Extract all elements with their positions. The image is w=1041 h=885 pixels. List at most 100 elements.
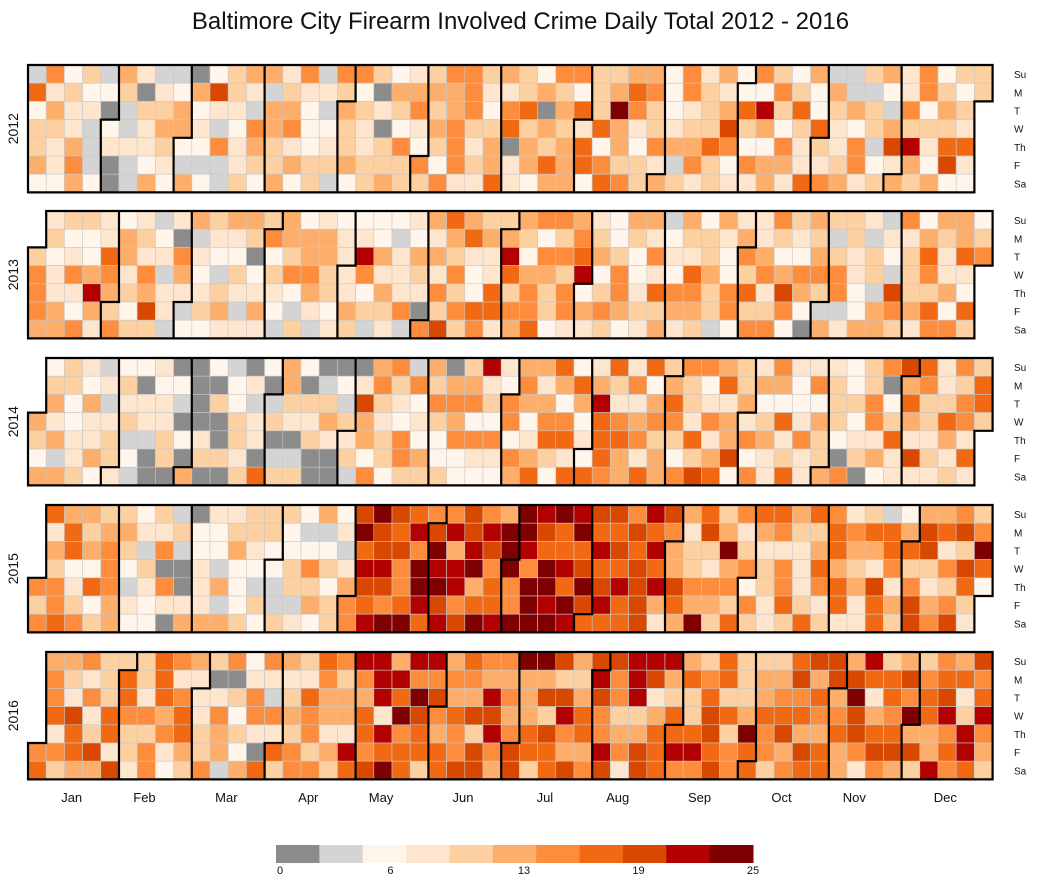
- day-cell: [337, 669, 356, 689]
- day-cell: [227, 595, 247, 615]
- day-cell: [173, 760, 193, 780]
- day-cell: [864, 504, 884, 524]
- day-cell: [191, 651, 211, 671]
- day-cell: [300, 742, 320, 762]
- day-cell: [737, 430, 757, 450]
- day-cell: [701, 82, 720, 102]
- day-cell: [573, 101, 593, 120]
- day-cell: [555, 210, 575, 230]
- day-cell: [173, 82, 193, 102]
- day-cell: [428, 64, 447, 84]
- day-cell: [45, 412, 65, 432]
- day-cell: [264, 669, 284, 689]
- day-cell: [864, 137, 884, 157]
- month-boundary-line: [336, 505, 357, 633]
- day-cell: [246, 651, 265, 671]
- day-cell: [27, 301, 47, 321]
- day-cell: [191, 155, 211, 175]
- day-cell: [27, 742, 47, 762]
- day-cell: [64, 101, 83, 120]
- legend-swatch: [319, 845, 364, 863]
- day-cell: [828, 559, 848, 579]
- day-cell: [500, 155, 520, 175]
- day-cell: [428, 430, 447, 450]
- day-cell: [64, 210, 83, 230]
- day-cell: [737, 742, 757, 762]
- day-cell: [337, 412, 356, 432]
- day-cell: [701, 613, 720, 633]
- day-cell: [246, 82, 265, 102]
- day-cell: [409, 595, 429, 615]
- day-cell: [864, 541, 884, 560]
- day-cell: [682, 137, 702, 157]
- day-cell: [792, 688, 811, 707]
- day-cell: [355, 247, 375, 266]
- day-cell: [264, 375, 284, 395]
- day-cell: [573, 448, 593, 468]
- day-cell: [937, 724, 957, 744]
- day-cell: [464, 228, 484, 248]
- month-boundary-line: [572, 65, 594, 193]
- day-cell: [64, 82, 83, 102]
- day-cell: [100, 448, 120, 468]
- day-cell: [446, 760, 466, 780]
- day-cell: [901, 559, 921, 579]
- day-cell: [901, 613, 921, 633]
- day-cell: [446, 173, 466, 193]
- month-boundary-line: [572, 211, 594, 339]
- day-cell: [955, 319, 975, 339]
- day-cell: [464, 669, 484, 689]
- weekday-label: W: [1014, 712, 1024, 723]
- day-cell: [464, 375, 484, 395]
- day-cell: [428, 283, 447, 303]
- day-cell: [227, 559, 247, 579]
- day-cell: [45, 82, 65, 102]
- day-cell: [391, 119, 411, 139]
- day-cell: [136, 595, 156, 615]
- day-cell: [337, 541, 356, 560]
- day-cell: [773, 430, 793, 450]
- day-cell: [136, 247, 156, 266]
- day-cell: [810, 137, 830, 157]
- day-cell: [901, 541, 921, 560]
- day-cell: [573, 412, 593, 432]
- day-cell: [773, 522, 793, 542]
- day-cell: [337, 688, 356, 707]
- day-cell: [537, 283, 557, 303]
- day-cell: [355, 64, 375, 84]
- day-cell: [792, 466, 811, 486]
- day-cell: [45, 669, 65, 689]
- day-cell: [646, 651, 666, 671]
- day-cell: [300, 724, 320, 744]
- day-cell: [883, 669, 902, 689]
- day-cell: [846, 669, 866, 689]
- day-cell: [318, 651, 338, 671]
- day-cell: [500, 412, 520, 432]
- month-boundary-line: [99, 211, 121, 339]
- day-cell: [82, 137, 102, 157]
- day-cell: [155, 412, 174, 432]
- day-cell: [555, 760, 575, 780]
- day-cell: [828, 577, 848, 597]
- day-cell: [355, 559, 375, 579]
- day-cell: [682, 724, 702, 744]
- day-cell: [355, 504, 375, 524]
- day-cell: [428, 137, 447, 157]
- day-cell: [64, 541, 83, 560]
- day-cell: [646, 173, 666, 193]
- day-cell: [573, 742, 593, 762]
- day-cell: [118, 559, 138, 579]
- day-cell: [337, 448, 356, 468]
- day-cell: [919, 688, 939, 707]
- day-cell: [628, 155, 648, 175]
- day-cell: [155, 228, 174, 248]
- day-cell: [282, 265, 302, 285]
- day-cell: [282, 669, 302, 689]
- day-cell: [118, 706, 138, 726]
- day-cell: [27, 577, 47, 597]
- day-cell: [300, 82, 320, 102]
- day-cell: [155, 319, 174, 339]
- day-cell: [755, 173, 775, 193]
- day-cell: [846, 412, 866, 432]
- day-cell: [355, 577, 375, 597]
